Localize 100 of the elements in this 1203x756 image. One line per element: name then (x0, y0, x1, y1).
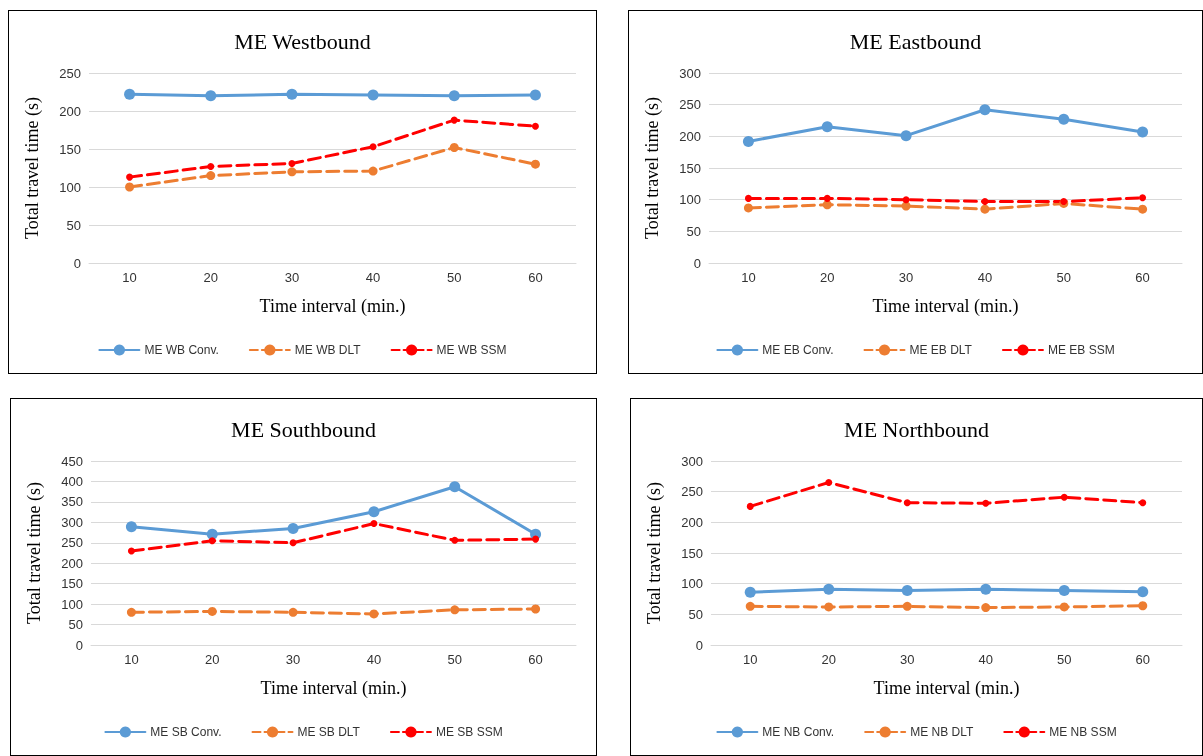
x-tick-label: 60 (528, 270, 543, 285)
x-tick-label: 40 (978, 652, 993, 667)
point (208, 537, 216, 545)
point (126, 607, 136, 617)
y-tick-label: 200 (681, 514, 703, 530)
y-tick-label: 50 (68, 617, 83, 633)
point (450, 605, 460, 615)
legend-label: ME EB DLT (909, 343, 973, 357)
y-tick-label: 250 (679, 97, 701, 113)
x-tick-label: 40 (977, 270, 993, 285)
point (126, 173, 134, 181)
x-tick-label: 20 (205, 652, 220, 667)
y-tick-label: 250 (61, 535, 83, 551)
point (900, 130, 912, 142)
legend-label: ME WB DLT (294, 343, 362, 357)
point (821, 121, 833, 133)
point (288, 607, 298, 617)
point (1137, 586, 1149, 598)
legend-label: ME EB SSM (1047, 343, 1115, 357)
point (1058, 584, 1070, 596)
y-tick-label: 0 (695, 637, 703, 653)
x-tick-label: 10 (122, 270, 137, 285)
point (450, 116, 458, 124)
point (743, 203, 753, 213)
legend-label: ME SB SSM (435, 725, 503, 739)
point (902, 196, 910, 204)
point (1138, 204, 1148, 214)
y-tick-label: 0 (75, 637, 83, 653)
point (1058, 113, 1070, 125)
y-tick-label: 200 (679, 128, 701, 144)
point (370, 520, 378, 528)
y-axis-title: Total travel time (s) (644, 481, 665, 625)
x-tick-label: 10 (741, 270, 756, 285)
point (531, 604, 541, 614)
point (289, 539, 297, 547)
x-tick-label: 60 (1135, 270, 1150, 285)
point (530, 159, 540, 169)
x-tick-label: 30 (898, 270, 914, 285)
point (1139, 194, 1147, 202)
point (532, 535, 540, 543)
x-tick-label: 40 (366, 652, 382, 667)
point (286, 88, 298, 100)
y-tick-label: 150 (61, 576, 83, 592)
point (368, 506, 380, 518)
point (369, 609, 379, 619)
y-tick-label: 100 (679, 192, 701, 208)
y-tick-label: 400 (61, 473, 83, 489)
legend-label: ME SB DLT (297, 725, 361, 739)
point (207, 162, 215, 170)
legend-label: ME NB Conv. (762, 725, 835, 739)
y-axis-title: Total travel time (s) (22, 96, 43, 240)
point (903, 499, 911, 507)
x-tick-label: 60 (528, 652, 543, 667)
y-tick-label: 150 (679, 160, 701, 176)
x-axis-title: Time interval (min.) (259, 296, 406, 317)
point (369, 143, 377, 151)
y-tick-label: 300 (679, 65, 701, 81)
y-tick-label: 200 (61, 555, 83, 571)
chart-title: ME Eastbound (849, 28, 982, 54)
x-axis-title: Time interval (min.) (873, 678, 1020, 699)
chart-title: ME Southbound (231, 416, 376, 442)
y-axis-title: Total travel time (s) (24, 481, 45, 625)
x-tick-label: 50 (1057, 652, 1072, 667)
x-tick-label: 20 (821, 652, 836, 667)
point (745, 601, 755, 611)
y-tick-label: 250 (681, 484, 703, 500)
point (1139, 499, 1147, 507)
point (529, 89, 541, 101)
point (980, 583, 992, 595)
point (981, 603, 991, 613)
point (1060, 493, 1068, 501)
y-tick-label: 150 (59, 141, 81, 157)
point (367, 89, 379, 101)
point (127, 547, 135, 555)
y-tick-label: 250 (59, 65, 81, 81)
point (901, 584, 913, 596)
x-tick-label: 20 (820, 270, 835, 285)
point (980, 204, 990, 214)
point (1137, 126, 1149, 138)
legend-label: ME NB DLT (910, 725, 974, 739)
y-tick-label: 50 (686, 223, 701, 239)
point (825, 478, 833, 486)
y-tick-label: 0 (73, 255, 81, 271)
point (901, 201, 911, 211)
y-tick-label: 100 (681, 576, 703, 592)
x-tick-label: 50 (447, 652, 462, 667)
x-tick-label: 20 (203, 270, 218, 285)
y-tick-label: 200 (59, 103, 81, 119)
point (823, 194, 831, 202)
point (287, 522, 299, 534)
legend-label: ME SB Conv. (150, 725, 222, 739)
point (206, 171, 216, 181)
point (449, 142, 459, 152)
y-tick-label: 300 (61, 514, 83, 530)
x-tick-label: 40 (365, 270, 381, 285)
point (368, 166, 378, 176)
point (531, 122, 539, 130)
x-axis-title: Time interval (min.) (260, 678, 407, 699)
legend-label: ME EB Conv. (762, 343, 834, 357)
point (288, 159, 296, 167)
